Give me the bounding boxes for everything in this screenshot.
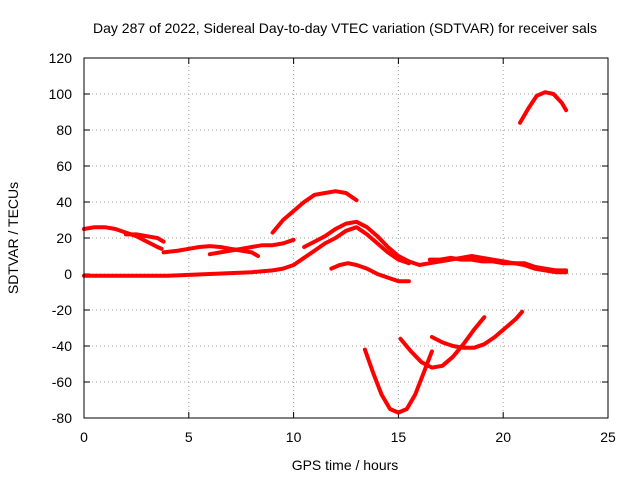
series-arc-3 (82, 225, 411, 278)
x-tick-label: 0 (80, 429, 88, 445)
series-arc-9 (427, 255, 569, 275)
y-tick-label: -40 (52, 338, 72, 354)
y-tick-label: 100 (49, 86, 73, 102)
chart-title: Day 287 of 2022, Sidereal Day-to-day VTE… (93, 20, 597, 36)
series-arc-11 (398, 315, 487, 370)
y-tick-label: 120 (49, 50, 73, 66)
series-arc-5 (207, 237, 296, 257)
ticks-layer: 0 5 10 15 20 25 -80 -60 -40 -20 0 20 40 60 80 100 120 (49, 50, 616, 445)
y-tick-label: 40 (56, 194, 72, 210)
y-tick-label: 0 (64, 266, 72, 282)
x-tick-label: 10 (286, 429, 302, 445)
series-arc-10 (362, 347, 434, 415)
series-arc-8 (329, 261, 411, 284)
y-tick-label: -20 (52, 302, 72, 318)
series-arc-13 (518, 90, 569, 125)
x-axis-label: GPS time / hours (292, 457, 399, 473)
grid-layer (84, 58, 608, 418)
x-tick-label: 25 (600, 429, 616, 445)
y-tick-label: 60 (56, 158, 72, 174)
y-tick-label: 20 (56, 230, 72, 246)
y-tick-label: -80 (52, 410, 72, 426)
x-tick-label: 20 (495, 429, 511, 445)
plot-frame (83, 57, 609, 419)
x-tick-label: 5 (185, 429, 193, 445)
y-tick-label: -60 (52, 374, 72, 390)
series-arc-4 (161, 244, 260, 258)
x-tick-label: 15 (391, 429, 407, 445)
series-arc-12 (429, 309, 525, 350)
series-arc-2 (123, 232, 166, 244)
series-layer (82, 90, 569, 415)
y-tick-label: 80 (56, 122, 72, 138)
y-axis-label: SDTVAR / TECUs (5, 182, 21, 294)
series-arc-6 (270, 189, 359, 235)
